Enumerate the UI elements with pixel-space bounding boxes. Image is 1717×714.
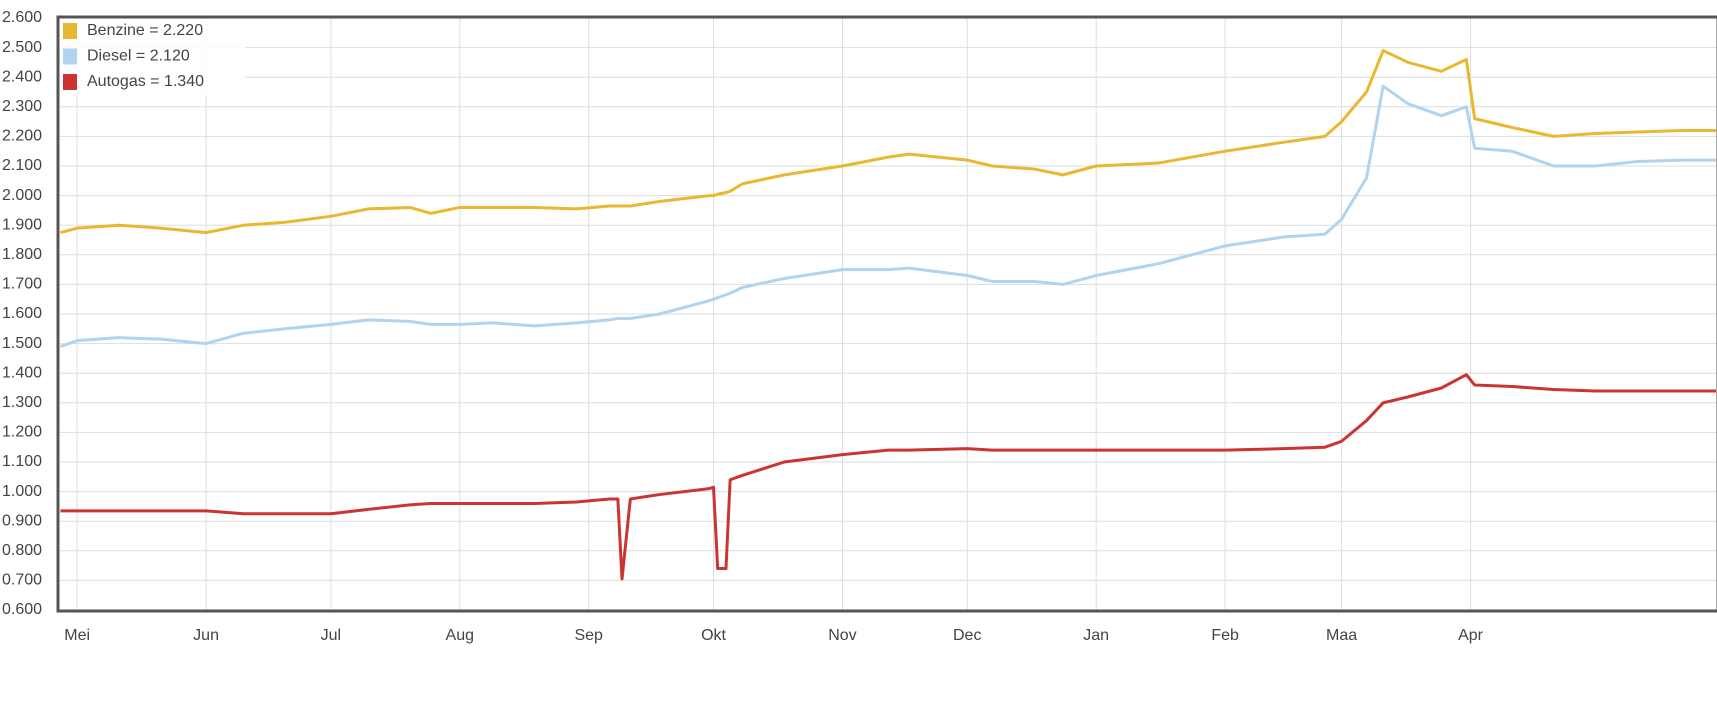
series-line: [59, 84, 1716, 348]
x-tick-label: Sep: [574, 627, 603, 644]
lines: [59, 49, 1716, 581]
y-tick-label: 0.600: [2, 601, 42, 618]
y-tick-label: 2.400: [2, 68, 42, 85]
x-tick-label: Apr: [1458, 627, 1484, 644]
y-tick-label: 1.300: [2, 394, 42, 411]
y-tick-label: 2.000: [2, 187, 42, 204]
legend-swatch: [63, 48, 77, 65]
x-tick-label: Okt: [701, 627, 726, 644]
x-tick-label: Maa: [1326, 627, 1357, 644]
plot-frame: [56, 15, 1717, 613]
x-tick-label: Jun: [193, 627, 219, 644]
series-line: [60, 49, 1716, 235]
x-tick-label: Feb: [1211, 627, 1239, 644]
legend-label: Autogas = 1.340: [87, 73, 204, 90]
legend-label: Benzine = 2.220: [87, 22, 203, 39]
y-tick-label: 1.100: [2, 453, 42, 470]
y-tick-label: 1.500: [2, 335, 42, 352]
legend-swatch: [63, 23, 77, 39]
y-tick-label: 2.600: [2, 9, 42, 26]
y-tick-label: 2.200: [2, 128, 42, 145]
y-tick-label: 1.400: [2, 364, 42, 381]
legend: Benzine = 2.220 Diesel = 2.120 Autogas = 1…: [60, 19, 246, 96]
y-tick-label: 0.700: [2, 572, 42, 589]
y-tick-label: 1.700: [2, 276, 42, 293]
x-tick-label: Jan: [1083, 627, 1109, 644]
y-tick-label: 2.300: [2, 98, 42, 115]
y-tick-label: 0.800: [2, 542, 42, 559]
legend-swatch: [63, 74, 77, 90]
x-tick-label: Mei: [64, 627, 90, 644]
x-tick-label: Aug: [446, 627, 474, 644]
y-tick-label: 1.000: [2, 483, 42, 500]
x-tick-label: Nov: [828, 627, 856, 644]
legend-box: [60, 19, 246, 96]
y-tick-label: 1.900: [2, 216, 42, 233]
y-tick-label: 1.800: [2, 246, 42, 263]
x-tick-label: Dec: [953, 627, 981, 644]
legend-label: Diesel = 2.120: [87, 48, 190, 65]
y-tick-label: 2.100: [2, 157, 42, 174]
y-tick-label: 0.900: [2, 512, 42, 529]
series-line: [60, 373, 1716, 581]
x-tick-label: Jul: [321, 627, 341, 644]
y-tick-label: 1.200: [2, 424, 42, 441]
y-tick-label: 1.600: [2, 305, 42, 322]
axis-labels: 0.600 0.700 0.800 0.900 1.000 1.100 1.200 1.300…: [2, 9, 1484, 644]
grid: [58, 17, 1717, 611]
y-tick-label: 2.500: [2, 39, 42, 56]
